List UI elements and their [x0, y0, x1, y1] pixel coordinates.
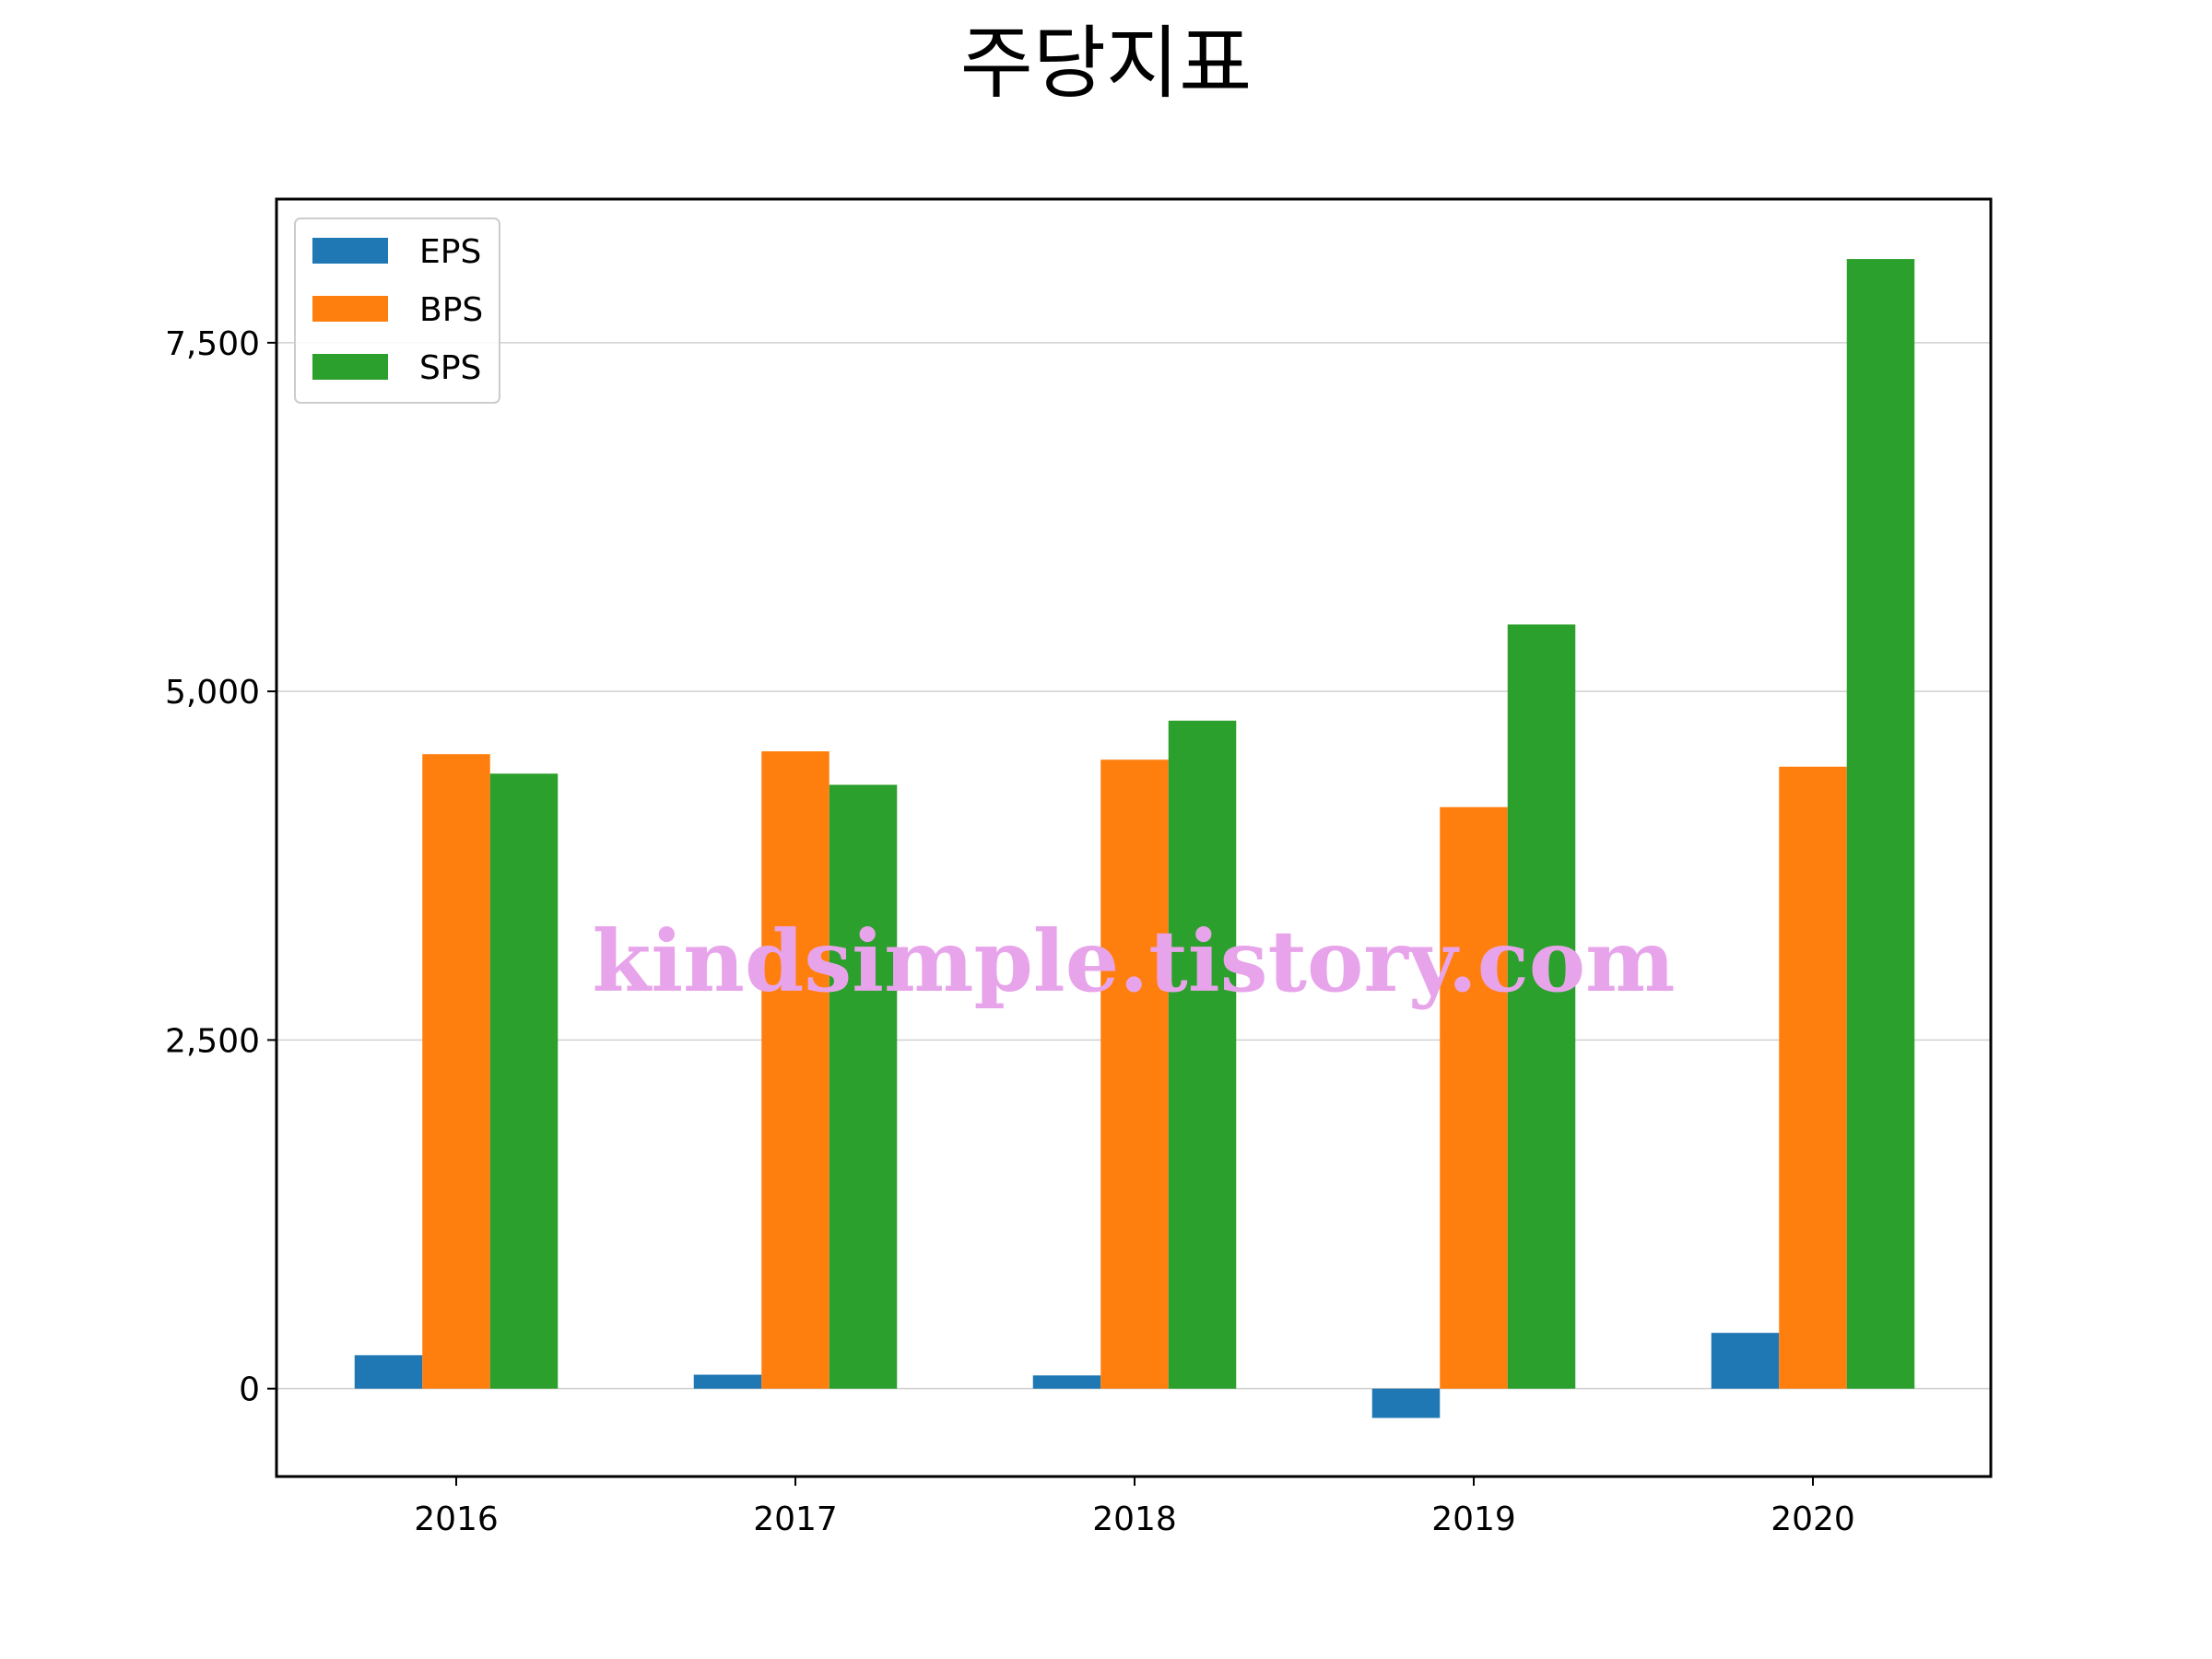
- x-tick-label: 2016: [414, 1500, 499, 1538]
- watermark: kindsimple.tistory.com: [592, 912, 1675, 1011]
- legend-swatch-bps: [312, 296, 388, 322]
- bar-eps-2019: [1371, 1388, 1441, 1418]
- bar-bps-2019: [1440, 806, 1508, 1389]
- legend-label-sps: SPS: [419, 349, 481, 387]
- y-tick-label: 0: [239, 1371, 260, 1409]
- bar-sps-2019: [1507, 624, 1576, 1389]
- x-tick-label: 2019: [1431, 1500, 1516, 1538]
- x-tick-label: 2020: [1771, 1500, 1855, 1538]
- x-axis: 2016 2017 2018 2019 2020: [414, 1477, 1855, 1538]
- bar-eps-2018: [1032, 1375, 1101, 1389]
- y-tick-label: 7,500: [165, 325, 260, 363]
- bar-eps-2017: [693, 1374, 762, 1389]
- y-axis: 0 2,500 5,000 7,500: [165, 325, 276, 1409]
- y-tick-label: 2,500: [165, 1022, 260, 1060]
- x-tick-label: 2018: [1092, 1500, 1177, 1538]
- legend-label-bps: BPS: [419, 291, 483, 329]
- bar-bps-2017: [761, 751, 830, 1389]
- legend-swatch-eps: [312, 238, 388, 264]
- y-tick-label: 5,000: [165, 674, 260, 712]
- bar-series: [354, 259, 1915, 1418]
- bar-sps-2020: [1846, 259, 1915, 1389]
- bar-bps-2018: [1100, 759, 1169, 1389]
- chart-title: 주당지표: [960, 18, 1252, 110]
- bar-bps-2016: [422, 754, 490, 1389]
- legend-swatch-sps: [312, 354, 388, 380]
- legend: EPS BPS SPS: [294, 218, 500, 404]
- bar-eps-2016: [354, 1355, 423, 1389]
- bar-sps-2016: [489, 773, 559, 1389]
- x-tick-label: 2017: [753, 1500, 838, 1538]
- legend-label-eps: EPS: [419, 233, 481, 271]
- bar-eps-2020: [1711, 1333, 1780, 1389]
- bar-bps-2020: [1779, 766, 1847, 1389]
- bar-sps-2018: [1168, 720, 1237, 1389]
- bar-sps-2017: [829, 784, 898, 1389]
